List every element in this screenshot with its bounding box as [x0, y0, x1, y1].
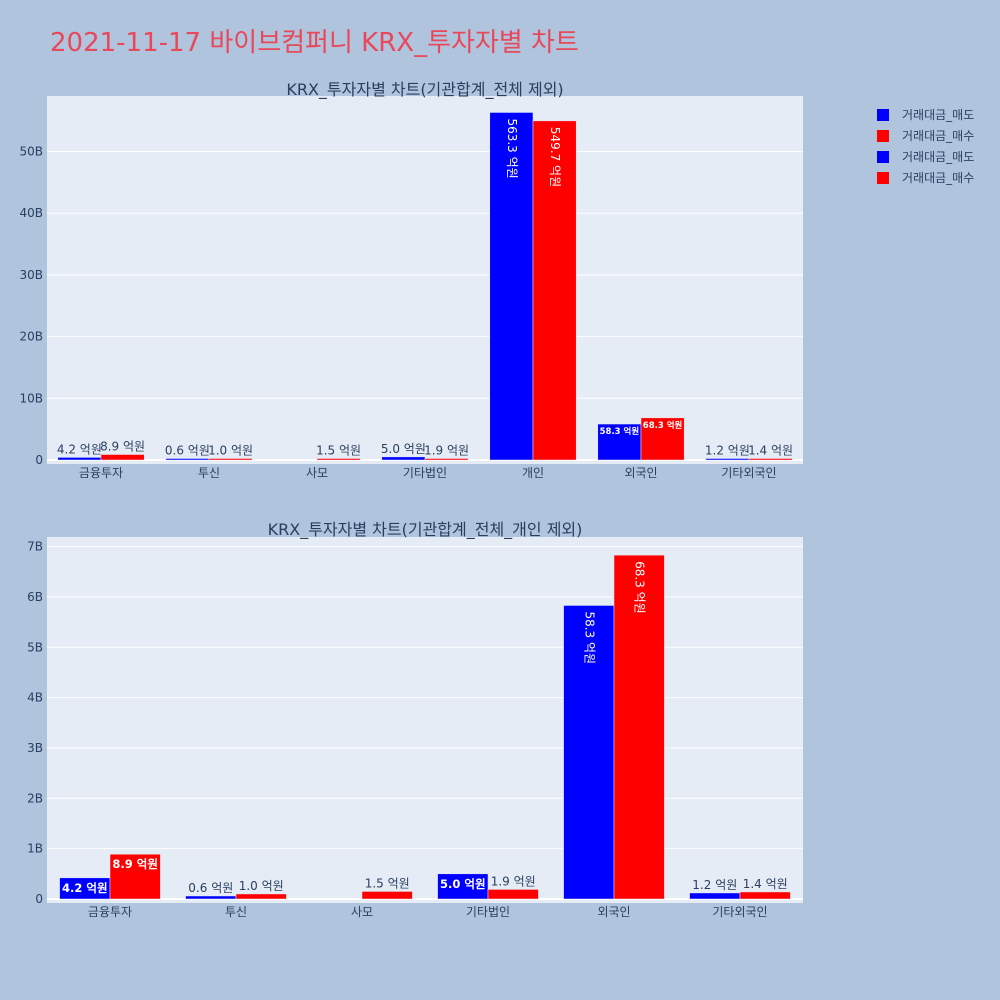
data-label: 8.9 억원 — [112, 857, 158, 871]
bar — [563, 605, 615, 900]
y-tick-label: 10B — [19, 391, 43, 405]
data-label: 1.0 억원 — [208, 444, 253, 458]
bar — [100, 454, 145, 461]
y-tick-label: 50B — [19, 145, 43, 159]
data-label: 5.0 억원 — [381, 442, 426, 456]
x-tick-label: 사모 — [306, 466, 328, 480]
data-label: 1.0 억원 — [239, 879, 284, 893]
data-label: 1.9 억원 — [424, 444, 469, 458]
chart-panel-2: 0 1B 2B 3B 4B 5B 6B 7B KRX_투자자별 차트(기관합계_전체_개인 제외… — [27, 520, 803, 919]
plot-area — [47, 537, 803, 903]
data-label: 1.2 억원 — [705, 444, 750, 458]
x-tick-label: 기타법인 — [466, 905, 510, 919]
y-tick-label: 5B — [27, 640, 43, 654]
data-label: 0.6 억원 — [188, 881, 233, 895]
y-tick-label: 30B — [19, 268, 43, 282]
chart-panel-1: 0 10B 20B 30B 40B 50B KRX_투자자별 차트(기관합계_전체 제외) 금… — [19, 80, 803, 480]
data-label: 5.0 억원 — [440, 877, 486, 891]
y-tick-label: 0 — [35, 892, 43, 906]
bar — [705, 458, 750, 461]
data-label: 1.4 억원 — [743, 877, 788, 891]
plot-area — [47, 96, 803, 464]
x-tick-label: 외국인 — [597, 905, 630, 919]
bar — [489, 112, 534, 461]
legend-swatch — [877, 130, 889, 142]
bar — [316, 458, 361, 461]
legend-swatch — [877, 109, 889, 121]
legend-entry: 거래대금_매도 — [902, 108, 974, 122]
data-label: 1.9 억원 — [491, 874, 536, 888]
bar — [361, 891, 413, 900]
data-label: 563.3 억원 — [505, 118, 519, 178]
x-tick-label: 투신 — [198, 466, 220, 480]
bar — [208, 458, 253, 461]
bar — [57, 457, 102, 461]
data-label: 549.7 억원 — [548, 127, 562, 187]
y-tick-label: 7B — [27, 540, 43, 554]
x-tick-label: 개인 — [522, 466, 544, 480]
bar — [381, 456, 426, 461]
x-tick-label: 기타외국인 — [712, 905, 767, 919]
data-label: 4.2 억원 — [62, 881, 108, 895]
bar — [424, 458, 469, 461]
data-label: 4.2 억원 — [57, 442, 102, 456]
data-label: 68.3 억원 — [643, 420, 683, 431]
x-tick-label: 투신 — [225, 905, 247, 919]
x-tick-label: 사모 — [351, 905, 373, 919]
data-label: 0.6 억원 — [165, 444, 210, 458]
bar — [689, 892, 741, 900]
bar — [597, 423, 642, 461]
y-tick-label: 4B — [27, 691, 43, 705]
data-label: 58.3 억원 — [600, 426, 640, 437]
bar — [640, 417, 685, 461]
y-tick-label: 1B — [27, 842, 43, 856]
bar — [185, 895, 237, 900]
data-label: 1.4 억원 — [748, 444, 793, 458]
y-tick-label: 2B — [27, 791, 43, 805]
legend-entry: 거래대금_매수 — [902, 171, 974, 185]
y-tick-label: 0 — [35, 453, 43, 467]
bar — [235, 893, 287, 900]
x-tick-label: 금융투자 — [88, 905, 132, 919]
bar — [487, 889, 539, 900]
y-tick-label: 20B — [19, 330, 43, 344]
bar — [739, 891, 791, 900]
legend-entry: 거래대금_매도 — [902, 150, 974, 164]
bar — [748, 458, 793, 461]
x-tick-label: 기타법인 — [403, 466, 447, 480]
data-label: 1.5 억원 — [365, 876, 410, 890]
x-tick-label: 금융투자 — [79, 466, 123, 480]
bar — [165, 458, 210, 461]
y-tick-label: 40B — [19, 206, 43, 220]
chart-title: KRX_투자자별 차트(기관합계_전체 제외) — [286, 80, 563, 100]
data-label: 1.5 억원 — [316, 444, 361, 458]
x-tick-label: 외국인 — [624, 466, 657, 480]
x-tick-label: 기타외국인 — [721, 466, 776, 480]
legend-entry: 거래대금_매수 — [902, 129, 974, 143]
data-label: 1.2 억원 — [692, 878, 737, 892]
data-label: 8.9 억원 — [100, 440, 145, 454]
data-label: 58.3 억원 — [582, 611, 596, 664]
chart-title: KRX_투자자별 차트(기관합계_전체_개인 제외) — [268, 520, 583, 540]
y-tick-label: 3B — [27, 741, 43, 755]
bar — [109, 853, 161, 900]
y-tick-label: 6B — [27, 590, 43, 604]
bar — [532, 120, 577, 461]
bar — [437, 873, 489, 900]
legend-swatch — [877, 172, 889, 184]
legend-swatch — [877, 151, 889, 163]
bar — [613, 554, 665, 900]
page-title: 2021-11-17 바이브컴퍼니 KRX_투자자별 차트 — [50, 28, 579, 58]
data-label: 68.3 억원 — [633, 561, 647, 614]
